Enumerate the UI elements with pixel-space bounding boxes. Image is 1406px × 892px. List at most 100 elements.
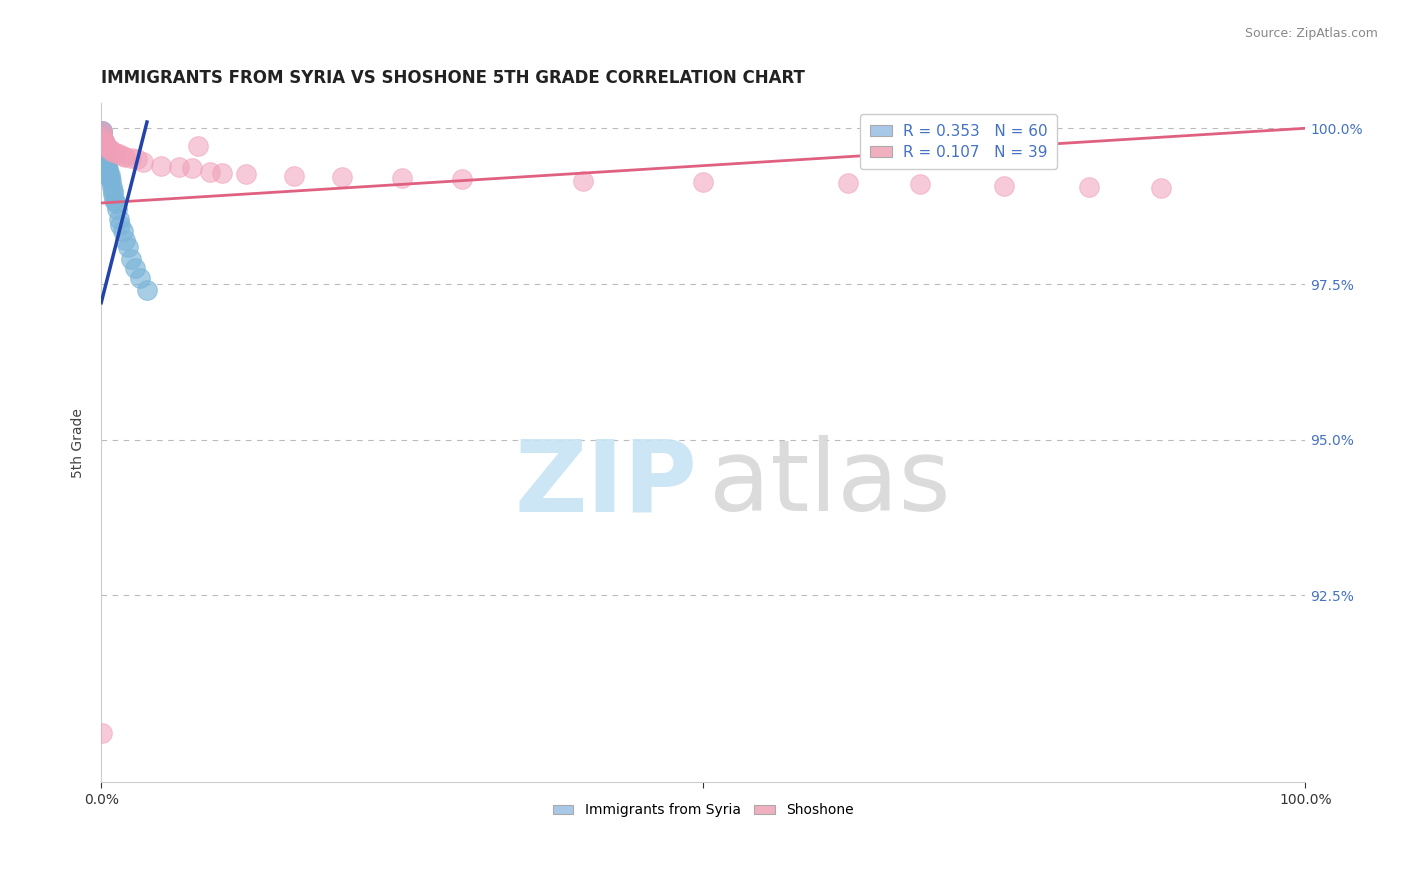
Point — [91, 128, 114, 142]
Point — [94, 137, 117, 152]
Point — [97, 165, 120, 179]
Legend: Immigrants from Syria, Shoshone: Immigrants from Syria, Shoshone — [547, 797, 859, 823]
Point — [103, 184, 125, 198]
Point — [97, 161, 120, 176]
Point — [93, 149, 115, 163]
Point — [91, 140, 114, 154]
Point — [120, 151, 142, 165]
Point — [132, 155, 155, 169]
Point — [90, 124, 112, 138]
Point — [93, 136, 115, 151]
Point — [105, 202, 128, 217]
Point — [94, 136, 117, 151]
Point — [91, 132, 114, 146]
Point — [90, 128, 112, 143]
Point — [94, 149, 117, 163]
Point — [91, 146, 114, 161]
Point — [211, 166, 233, 180]
Point — [391, 171, 413, 186]
Point — [91, 134, 114, 148]
Point — [91, 130, 114, 145]
Y-axis label: 5th Grade: 5th Grade — [72, 408, 86, 478]
Point — [91, 143, 114, 157]
Point — [94, 155, 117, 169]
Point — [169, 160, 191, 174]
Point — [93, 140, 115, 154]
Point — [91, 124, 114, 138]
Point — [120, 252, 142, 266]
Point — [103, 145, 125, 159]
Point — [97, 141, 120, 155]
Point — [101, 180, 124, 194]
Point — [136, 283, 159, 297]
Point — [110, 218, 132, 232]
Point — [90, 128, 112, 142]
Text: ZIP: ZIP — [515, 435, 697, 533]
Point — [114, 234, 136, 248]
Point — [117, 239, 139, 253]
Point — [451, 172, 474, 186]
Point — [692, 175, 714, 189]
Point — [108, 147, 131, 161]
Point — [91, 128, 114, 142]
Point — [94, 146, 117, 161]
Point — [103, 193, 125, 207]
Point — [1150, 181, 1173, 195]
Point — [93, 146, 115, 161]
Point — [187, 138, 209, 153]
Point — [96, 155, 118, 169]
Point — [108, 211, 131, 226]
Point — [91, 130, 114, 145]
Point — [94, 138, 117, 153]
Point — [94, 153, 117, 167]
Point — [330, 169, 353, 184]
Point — [96, 140, 118, 154]
Point — [124, 261, 146, 276]
Point — [111, 149, 134, 163]
Point — [93, 135, 115, 149]
Point — [91, 725, 114, 739]
Point — [94, 147, 117, 161]
Point — [283, 169, 305, 183]
Point — [128, 270, 150, 285]
Point — [100, 144, 122, 158]
Point — [93, 143, 115, 157]
Point — [198, 165, 221, 179]
Point — [94, 159, 117, 173]
Point — [98, 171, 121, 186]
Point — [94, 155, 117, 169]
Point — [93, 141, 115, 155]
Point — [1077, 179, 1099, 194]
Point — [150, 159, 173, 173]
Point — [235, 167, 257, 181]
Point — [93, 134, 115, 148]
Point — [93, 134, 115, 148]
Text: Source: ZipAtlas.com: Source: ZipAtlas.com — [1244, 27, 1378, 40]
Text: IMMIGRANTS FROM SYRIA VS SHOSHONE 5TH GRADE CORRELATION CHART: IMMIGRANTS FROM SYRIA VS SHOSHONE 5TH GR… — [101, 69, 806, 87]
Point — [97, 168, 120, 182]
Point — [91, 135, 114, 149]
Point — [114, 150, 136, 164]
Point — [111, 224, 134, 238]
Point — [91, 136, 114, 151]
Point — [96, 165, 118, 179]
Point — [908, 178, 931, 192]
Point — [91, 130, 114, 145]
Point — [103, 186, 125, 201]
Point — [94, 149, 117, 163]
Point — [90, 124, 112, 138]
Point — [100, 174, 122, 188]
Point — [837, 176, 859, 190]
Point — [96, 161, 118, 176]
Point — [127, 153, 149, 167]
Point — [98, 143, 121, 157]
Point — [94, 151, 117, 165]
Point — [94, 143, 117, 157]
Point — [104, 146, 127, 161]
Point — [180, 161, 202, 175]
Point — [96, 159, 118, 173]
Point — [94, 140, 117, 154]
Point — [993, 178, 1015, 193]
Point — [104, 196, 127, 211]
Text: atlas: atlas — [709, 435, 950, 533]
